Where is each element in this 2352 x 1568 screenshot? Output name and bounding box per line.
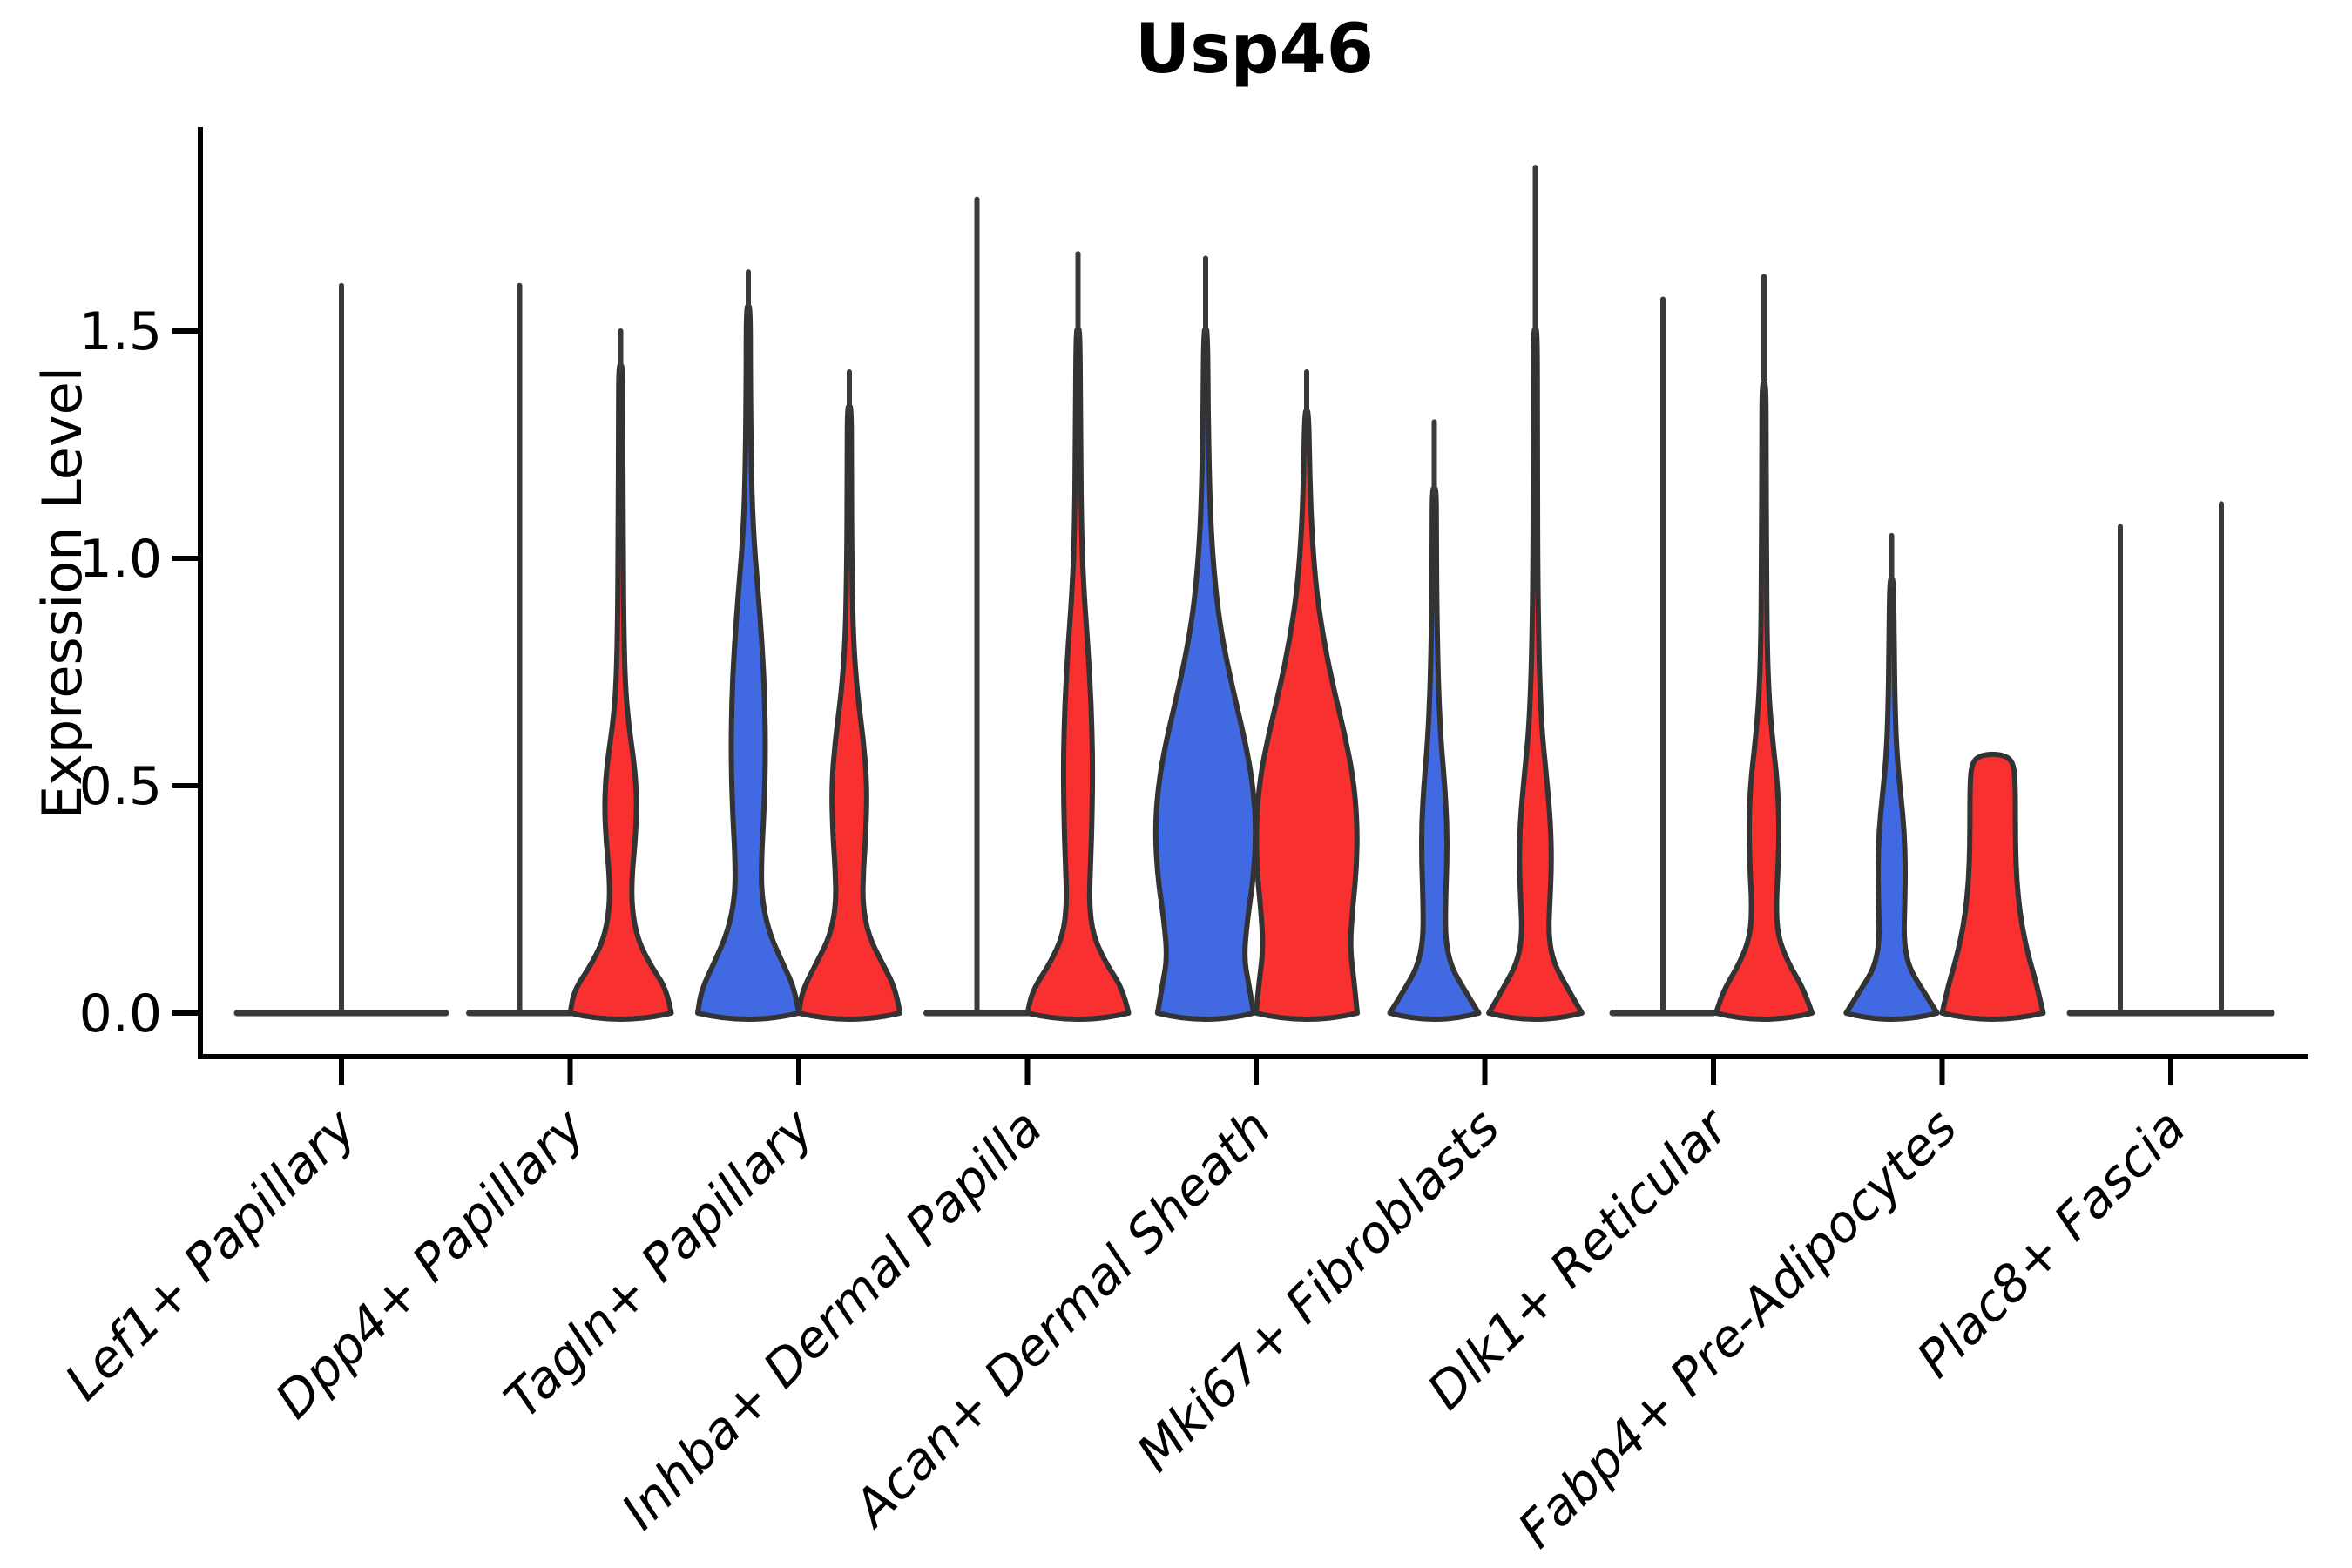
violin-body-blue: [1387, 485, 1482, 1022]
y-tick-label: 1.5: [79, 301, 162, 362]
y-tick-label: 0.0: [79, 983, 162, 1044]
violin-body-blue: [1152, 326, 1259, 1022]
x-tick-label: Inhba+ Dermal Papilla: [610, 1098, 1053, 1541]
y-tick-label: 1.0: [79, 529, 162, 590]
violin-body-red: [796, 403, 902, 1022]
violin-body-blue: [1843, 576, 1940, 1022]
violin-body-red: [1486, 326, 1585, 1022]
x-tick-label: Fabp4+ Pre-Adipocytes: [1506, 1098, 1968, 1559]
y-axis-label: Expression Level: [30, 367, 94, 820]
violin-body-red: [1024, 326, 1132, 1022]
violin-body-red: [1713, 381, 1815, 1022]
violin-body-red: [1939, 751, 2046, 1022]
violin-body-red: [567, 362, 674, 1022]
violin-body-red: [1254, 408, 1360, 1022]
x-tick-label: Acan+ Dermal Sheath: [840, 1098, 1282, 1540]
violin-body-blue: [695, 303, 801, 1022]
chart-title: Usp46: [1134, 10, 1375, 89]
y-tick-label: 0.5: [79, 756, 162, 817]
